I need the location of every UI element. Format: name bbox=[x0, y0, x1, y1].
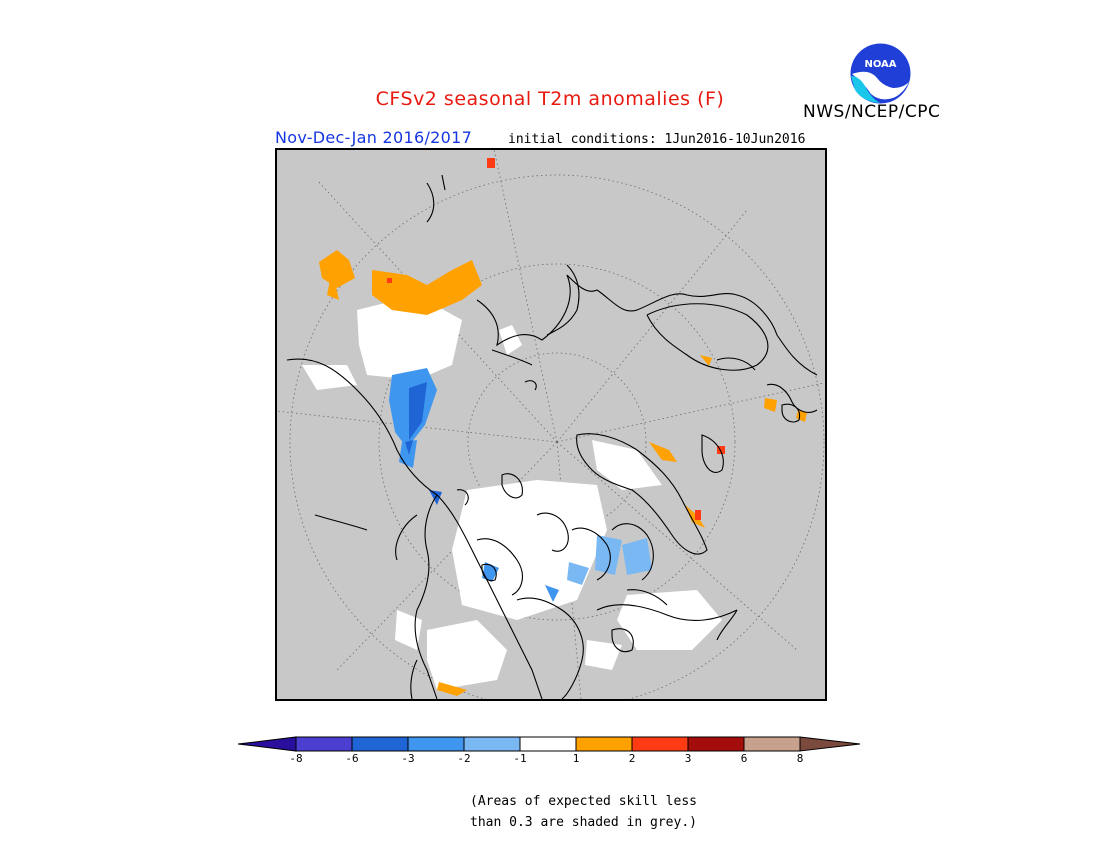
colorbar-swatch bbox=[463, 736, 521, 752]
color-bar-ticks: -8 -6 -3 -2 -1 1 2 3 6 8 bbox=[238, 752, 862, 768]
season-label: Nov-Dec-Jan 2016/2017 bbox=[275, 128, 473, 147]
color-bar bbox=[237, 733, 862, 755]
strong-warm-anomaly-areas bbox=[387, 158, 725, 520]
colorbar-swatch bbox=[575, 736, 633, 752]
skill-note-line-2: than 0.3 are shaded in grey.) bbox=[470, 815, 697, 830]
noaa-logo-text: NOAA bbox=[864, 59, 896, 70]
cold-anomaly-areas bbox=[389, 368, 652, 602]
colorbar-tick: 6 bbox=[740, 752, 748, 765]
colorbar-low-arrow bbox=[237, 736, 297, 752]
skill-note: (Areas of expected skill less than 0.3 a… bbox=[470, 791, 730, 833]
graticule bbox=[277, 150, 825, 699]
colorbar-swatch bbox=[743, 736, 801, 752]
colorbar-tick: -8 bbox=[289, 752, 303, 765]
colorbar-tick: -2 bbox=[457, 752, 471, 765]
colorbar-swatch bbox=[519, 736, 577, 752]
warm-anomaly-areas bbox=[319, 250, 807, 696]
near-normal-areas bbox=[302, 295, 722, 690]
colorbar-tick: 2 bbox=[628, 752, 636, 765]
noaa-logo: NOAA bbox=[849, 42, 912, 105]
map-title: CFSv2 seasonal T2m anomalies (F) bbox=[375, 88, 725, 110]
colorbar-swatch bbox=[295, 736, 353, 752]
polar-map bbox=[275, 148, 827, 701]
initial-conditions-label: initial conditions: 1Jun2016-10Jun2016 bbox=[508, 132, 806, 147]
colorbar-swatch bbox=[407, 736, 465, 752]
colorbar-tick: -1 bbox=[513, 752, 527, 765]
colorbar-high-arrow bbox=[799, 736, 861, 752]
colorbar-tick: -3 bbox=[401, 752, 415, 765]
colorbar-swatch bbox=[351, 736, 409, 752]
colorbar-tick: 8 bbox=[796, 752, 804, 765]
colorbar-tick: 3 bbox=[684, 752, 692, 765]
agency-label: NWS/NCEP/CPC bbox=[803, 102, 941, 122]
colorbar-swatch bbox=[687, 736, 745, 752]
colorbar-tick: -6 bbox=[345, 752, 359, 765]
coastlines bbox=[286, 174, 818, 699]
colorbar-tick: 1 bbox=[572, 752, 580, 765]
skill-note-line-1: (Areas of expected skill less bbox=[470, 794, 697, 809]
colorbar-swatch bbox=[631, 736, 689, 752]
